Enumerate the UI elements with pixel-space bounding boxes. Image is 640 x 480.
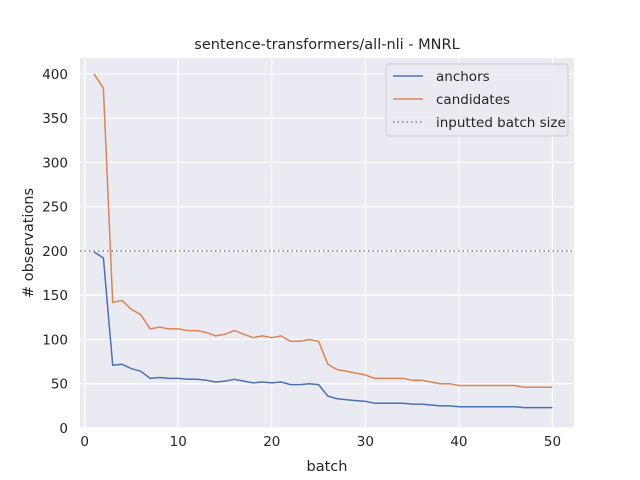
- y-tick-label: 400: [42, 67, 68, 83]
- x-tick-label: 10: [170, 434, 187, 450]
- legend-box: [385, 63, 569, 137]
- grid: [80, 58, 574, 429]
- x-tick-label: 0: [80, 434, 89, 450]
- series-group: [80, 73, 574, 409]
- y-tick-label: 200: [42, 244, 68, 260]
- x-tick-label: 50: [544, 434, 561, 450]
- x-tick-label: 20: [263, 434, 280, 450]
- x-axis-label: batch: [307, 459, 348, 475]
- series-line-anchors: [93, 251, 553, 409]
- y-tick-labels: 0 50 100 150 200 250 300 350 400: [42, 67, 68, 437]
- y-tick-label: 300: [42, 155, 68, 171]
- y-tick-label: 100: [42, 332, 68, 348]
- y-tick-label: 50: [51, 377, 68, 393]
- chart-title: sentence-transformers/all-nli - MNRL: [194, 37, 459, 53]
- x-tick-labels: 0 10 20 30 40 50: [80, 434, 561, 450]
- y-tick-label: 0: [59, 421, 68, 437]
- series-line-candidates: [93, 73, 553, 389]
- y-axis-label: # observations: [21, 188, 37, 298]
- legend-label-candidates: candidates: [436, 92, 510, 108]
- x-tick-label: 30: [357, 434, 374, 450]
- y-tick-label: 350: [42, 111, 68, 127]
- legend-label-inputted-batch-size: inputted batch size: [436, 115, 566, 131]
- y-tick-label: 150: [42, 288, 68, 304]
- y-tick-label: 250: [42, 200, 68, 216]
- legend: anchors candidates inputted batch size: [385, 63, 569, 137]
- x-tick-label: 40: [450, 434, 467, 450]
- legend-label-anchors: anchors: [436, 69, 490, 85]
